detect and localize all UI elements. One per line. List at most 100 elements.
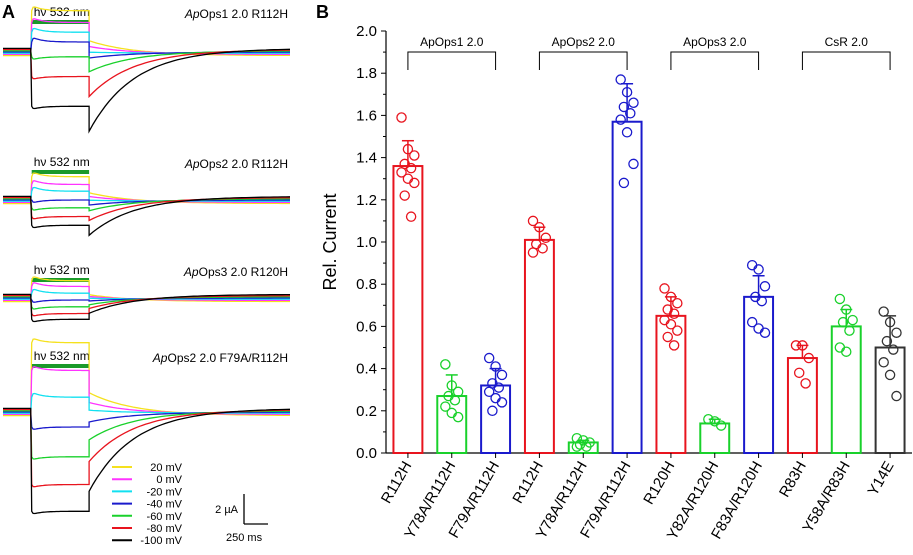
trace--60mv <box>3 410 291 460</box>
data-point <box>837 316 849 328</box>
data-point <box>659 283 670 294</box>
trace-title-rest: Ops2 2.0 R112H <box>200 157 289 171</box>
group-label: ApOps2 2.0 <box>552 35 616 49</box>
bar-chart: 0.00.20.40.60.81.01.21.41.61.82.0R112HY7… <box>356 23 912 543</box>
data-point <box>662 331 673 343</box>
group-label: CsR 2.0 <box>825 35 869 49</box>
bar <box>655 314 687 454</box>
bar <box>480 384 512 455</box>
data-point <box>628 158 639 170</box>
data-point <box>841 304 852 315</box>
group-bracket <box>670 51 760 70</box>
y-axis-title: Rel. Current <box>320 193 340 290</box>
data-point <box>668 308 680 319</box>
y-tick-label: 1.6 <box>356 107 377 124</box>
trace-0mv <box>3 18 290 56</box>
y-tick-label: 0.6 <box>356 318 377 335</box>
trace--60mv <box>3 296 290 310</box>
data-point <box>571 441 583 452</box>
x-tick-label: R112H <box>509 459 547 507</box>
data-point <box>534 221 545 233</box>
data-point <box>715 420 727 431</box>
y-tick-label: 1.0 <box>356 234 377 251</box>
bar <box>611 120 643 454</box>
legend-label: 20 mV <box>150 462 182 474</box>
data-point <box>891 327 902 338</box>
panel-b: B Rel. Current 0.0 0.2 0.4 0.6 0.8 1.0 1.2 1.4 1… <box>316 2 912 543</box>
legend-label: -20 mV <box>147 486 183 498</box>
data-point <box>405 211 417 222</box>
trace-title: ApOps2 2.0 F79A/R112H <box>152 351 288 365</box>
data-point <box>452 411 464 423</box>
x-tick-label: Y14E <box>864 459 897 499</box>
trace--100mv <box>3 293 290 323</box>
y-tick-label: 0.4 <box>356 361 377 378</box>
data-point <box>834 293 846 305</box>
data-point <box>628 97 639 108</box>
data-point <box>490 361 501 372</box>
data-point <box>483 386 495 398</box>
x-tick-label: R83H <box>776 459 810 501</box>
data-point <box>703 413 714 425</box>
group-label: ApOps1 2.0 <box>420 35 484 49</box>
data-point <box>493 382 505 393</box>
data-point <box>621 127 633 138</box>
trace--60mv <box>3 198 290 212</box>
y-tick-label: 2.0 <box>356 23 377 40</box>
trace-0mv <box>3 282 290 302</box>
bar <box>786 357 818 454</box>
data-point <box>888 344 899 355</box>
trace-panel-1: ApOps1 2.0 R112H hν 532 nm <box>3 5 291 134</box>
trace--100mv <box>3 47 291 134</box>
light-pulse-bar <box>31 170 90 174</box>
scale-time-label: 250 ms <box>226 532 263 544</box>
scale-bar: 2 µA 250 ms <box>215 494 268 544</box>
trace-title: ApOps3 2.0 R120H <box>183 265 288 279</box>
data-point <box>396 112 407 123</box>
data-point <box>878 306 889 317</box>
data-point <box>487 405 498 417</box>
legend-label: -60 mV <box>147 511 183 523</box>
data-point <box>440 359 451 370</box>
data-point <box>496 369 508 381</box>
data-point <box>800 378 811 389</box>
data-point <box>405 162 417 174</box>
data-point <box>884 369 896 381</box>
data-point <box>449 394 461 406</box>
bar <box>874 346 906 454</box>
trace-20mv <box>3 6 290 57</box>
data-point <box>668 340 680 351</box>
data-point <box>574 439 586 450</box>
light-pulse-bar <box>31 364 90 368</box>
panel-b-label: B <box>316 2 329 22</box>
y-tick-label: 1.4 <box>356 150 377 167</box>
trace-title-italic: Ap <box>183 265 199 279</box>
trace-panel-2: ApOps2 2.0 R112H hν 532 nm <box>3 155 291 237</box>
data-point <box>540 232 552 244</box>
group-label: ApOps3 2.0 <box>683 35 747 49</box>
data-point <box>618 101 630 113</box>
trace--40mv <box>3 297 290 303</box>
data-point <box>618 177 630 189</box>
data-point <box>878 357 889 368</box>
data-point <box>483 352 495 364</box>
group-bracket <box>538 51 628 70</box>
trace-title: ApOps1 2.0 R112H <box>184 7 288 21</box>
data-point <box>753 264 764 275</box>
data-point <box>797 340 808 351</box>
group-bracket <box>407 51 497 70</box>
bar <box>392 165 424 454</box>
data-point <box>759 281 771 292</box>
legend-label: -100 mV <box>140 535 182 547</box>
data-point <box>615 74 626 85</box>
data-point <box>881 335 893 347</box>
data-point <box>396 167 407 178</box>
trace--100mv <box>3 195 291 237</box>
trace--80mv <box>3 408 290 488</box>
trace--20mv <box>3 27 290 54</box>
data-point <box>793 367 805 379</box>
light-label: hν 532 nm <box>34 5 90 19</box>
y-tick-label: 1.8 <box>356 65 377 82</box>
data-point <box>537 243 548 254</box>
